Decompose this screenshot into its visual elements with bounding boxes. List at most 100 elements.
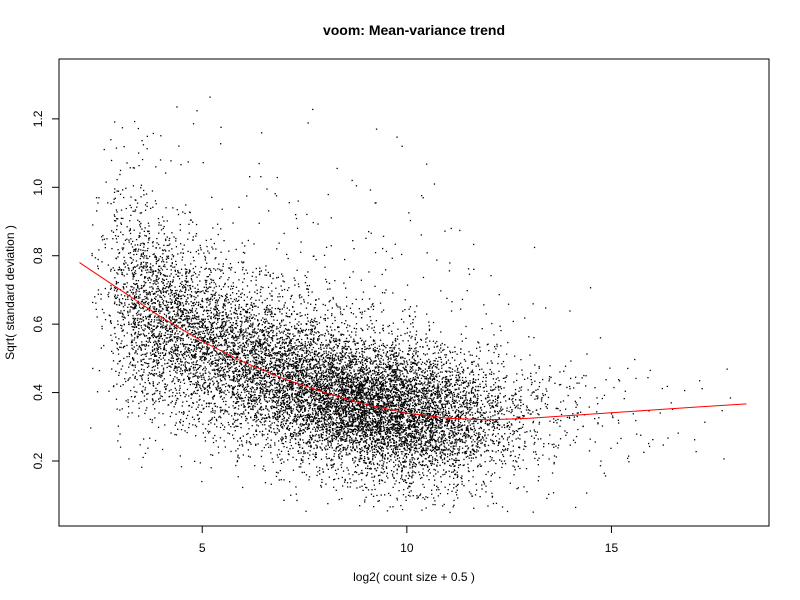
scatter-point <box>257 357 260 359</box>
scatter-point <box>285 420 287 422</box>
scatter-point <box>225 339 227 341</box>
scatter-point <box>156 364 159 366</box>
scatter-point <box>240 311 242 313</box>
scatter-point <box>276 354 278 357</box>
scatter-point <box>242 350 244 352</box>
scatter-point <box>118 298 121 300</box>
scatter-point <box>197 334 199 336</box>
scatter-point <box>166 366 168 369</box>
scatter-point <box>131 335 133 337</box>
scatter-point <box>188 325 190 327</box>
scatter-point <box>176 289 178 292</box>
scatter-point <box>187 319 189 322</box>
scatter-point <box>252 387 255 389</box>
scatter-point <box>163 264 166 266</box>
scatter-point <box>157 259 160 262</box>
scatter-point <box>152 403 154 406</box>
scatter-point <box>219 277 221 279</box>
scatter-point <box>266 188 268 190</box>
scatter-point <box>189 325 191 327</box>
scatter-point <box>147 322 149 324</box>
scatter-point <box>146 250 148 252</box>
scatter-point <box>236 322 238 324</box>
scatter-point <box>216 365 218 367</box>
scatter-point <box>215 327 217 329</box>
scatter-point <box>162 367 165 369</box>
scatter-point <box>285 353 287 355</box>
scatter-point <box>234 393 236 395</box>
scatter-point <box>251 386 253 388</box>
scatter-point <box>151 271 153 273</box>
scatter-point <box>241 269 244 271</box>
scatter-point <box>133 287 135 289</box>
scatter-point <box>151 419 153 421</box>
scatter-point <box>119 360 121 362</box>
scatter-point <box>216 312 218 314</box>
scatter-point <box>144 227 146 229</box>
scatter-point <box>269 351 271 354</box>
scatter-point <box>288 404 290 407</box>
scatter-point <box>210 411 212 413</box>
scatter-point <box>146 407 148 409</box>
scatter-point <box>114 301 116 303</box>
scatter-point <box>241 292 243 294</box>
scatter-point <box>184 358 186 360</box>
scatter-point <box>233 394 235 396</box>
scatter-point <box>287 386 289 388</box>
scatter-point <box>207 423 210 426</box>
scatter-point <box>281 439 283 441</box>
scatter-point <box>208 268 210 270</box>
scatter-point <box>145 257 148 259</box>
scatter-point <box>258 338 261 341</box>
scatter-point <box>227 314 230 316</box>
scatter-point <box>189 287 191 289</box>
scatter-point <box>276 248 278 250</box>
scatter-point <box>235 412 237 415</box>
scatter-point <box>251 275 253 277</box>
scatter-point <box>124 295 126 297</box>
scatter-point <box>149 277 151 279</box>
scatter-point <box>207 346 209 348</box>
scatter-point <box>275 396 277 398</box>
scatter-point <box>137 317 139 320</box>
scatter-point <box>271 337 273 339</box>
scatter-point <box>204 440 207 442</box>
scatter-point <box>196 110 198 112</box>
scatter-point <box>278 389 280 391</box>
scatter-point <box>246 272 249 274</box>
scatter-point <box>250 394 252 396</box>
scatter-point <box>290 408 293 410</box>
scatter-point <box>200 358 202 360</box>
scatter-point <box>170 354 173 356</box>
scatter-point <box>225 298 227 300</box>
scatter-point <box>290 345 292 347</box>
scatter-point <box>213 308 215 310</box>
scatter-point <box>243 354 245 356</box>
scatter-point <box>195 251 197 253</box>
scatter-point <box>164 392 166 394</box>
scatter-point <box>282 387 284 389</box>
scatter-point <box>152 283 154 285</box>
scatter-point <box>128 241 130 243</box>
scatter-point <box>281 425 283 428</box>
scatter-point <box>185 394 187 396</box>
scatter-point <box>123 288 125 290</box>
scatter-point <box>232 322 234 324</box>
scatter-point <box>199 376 201 378</box>
scatter-point <box>193 354 195 357</box>
scatter-point <box>149 266 152 268</box>
scatter-point <box>139 314 142 317</box>
scatter-point <box>267 331 269 333</box>
scatter-point <box>267 311 269 313</box>
scatter-point <box>237 317 239 320</box>
scatter-point <box>210 325 213 327</box>
scatter-point <box>282 364 285 367</box>
scatter-point <box>255 343 257 345</box>
scatter-point <box>158 333 160 335</box>
scatter-point <box>272 415 274 418</box>
scatter-point <box>134 120 136 123</box>
scatter-point <box>197 375 199 377</box>
scatter-point <box>166 307 168 310</box>
scatter-point <box>196 386 198 388</box>
scatter-point <box>262 377 264 379</box>
